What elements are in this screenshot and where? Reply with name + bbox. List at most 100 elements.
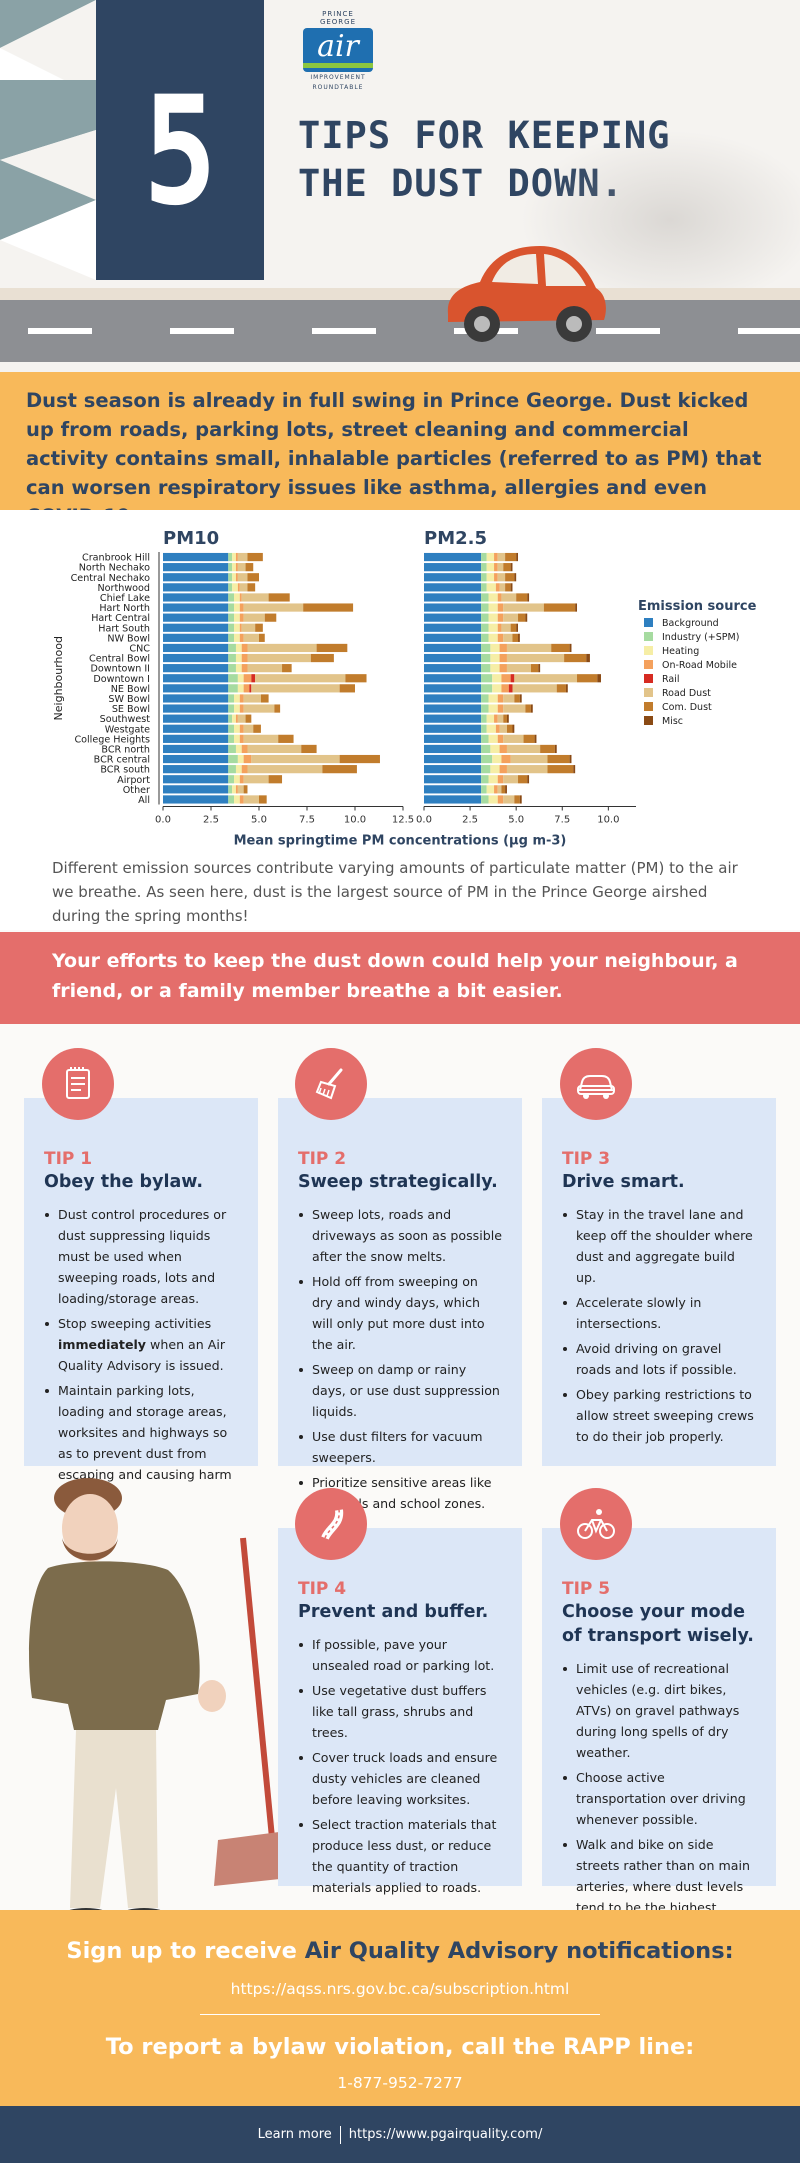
bar-segment: [264, 613, 277, 622]
bar-segment: [163, 653, 229, 663]
signup-highlight: Air Quality Advisory notifications:: [304, 1938, 734, 1964]
bar-segment: [512, 724, 515, 733]
bar-segment: [573, 765, 576, 774]
bar-segment: [501, 674, 511, 683]
bar-segment: [556, 684, 566, 693]
bar-segment: [501, 623, 511, 632]
tip-item: Select traction materials that produce l…: [298, 1814, 502, 1898]
bar-segment: [492, 674, 502, 683]
bar-segment: [424, 734, 482, 743]
bar-segment: [505, 785, 507, 794]
headline-line-2: THE DUST DOWN.: [298, 162, 624, 205]
bar-segment: [516, 623, 519, 632]
bar-segment: [530, 704, 533, 713]
bar-segment: [163, 664, 229, 673]
bar-segment: [506, 714, 509, 723]
bar-segment: [241, 664, 248, 673]
tip-list: Dust control procedures or dust suppress…: [44, 1204, 238, 1506]
bar-segment: [488, 694, 498, 703]
tip-item-text: when an Air Quality Advisory is issued.: [58, 1337, 226, 1373]
bar-segment: [494, 573, 498, 582]
tip-item: Stop sweeping activities immediately whe…: [44, 1313, 238, 1376]
notepad-icon: [42, 1048, 114, 1120]
tip-number: TIP 4: [298, 1579, 347, 1599]
air-improvement-logo[interactable]: PRINCE GEORGE air IMPROVEMENT ROUNDTABLE: [303, 10, 373, 92]
bar-segment: [228, 573, 233, 582]
bar-segment: [228, 664, 236, 673]
bar-segment: [490, 643, 500, 653]
bar-segment: [163, 765, 229, 774]
bar-segment: [424, 593, 482, 602]
tip-title: Sweep strategically.: [298, 1172, 498, 1192]
tip-title: Drive smart.: [562, 1172, 685, 1192]
bar-segment: [518, 613, 526, 622]
bar-segment: [239, 724, 244, 733]
bar-segment: [228, 795, 235, 804]
bar-segment: [499, 653, 507, 663]
bar-segment: [424, 785, 482, 794]
legend-label: Industry (+SPM): [662, 632, 739, 643]
bar-segment: [235, 785, 238, 794]
bar-segment: [339, 684, 355, 693]
bar-segment: [247, 653, 311, 663]
bar-segment: [497, 623, 502, 632]
bar-segment: [503, 714, 507, 723]
bar-segment: [486, 785, 495, 794]
logo-sub-2: ROUNDTABLE: [312, 84, 364, 91]
bar-segment: [163, 563, 229, 572]
road-dash: [738, 328, 800, 334]
bar-segment: [514, 694, 520, 703]
bar-segment: [241, 643, 248, 653]
bar-segment: [243, 704, 275, 713]
bar-segment: [486, 714, 495, 723]
bar-segment: [228, 754, 238, 764]
category-label: Chief Lake: [100, 593, 150, 604]
bar-segment: [243, 724, 254, 733]
bar-segment: [490, 653, 500, 663]
tip-list: Limit use of recreational vehicles (e.g.…: [562, 1658, 756, 1918]
bar-segment: [278, 734, 294, 743]
bar-segment: [503, 795, 515, 804]
bar-segment: [228, 653, 236, 663]
bar-segment: [268, 775, 283, 784]
signup-link[interactable]: https://aqss.nrs.gov.bc.ca/subscription.…: [230, 1980, 570, 1998]
tip-item: Avoid driving on gravel roads and lots i…: [562, 1338, 756, 1380]
legend-swatch: [644, 632, 653, 641]
bar-segment: [424, 775, 482, 784]
category-label: SW Bowl: [108, 694, 150, 705]
bar-segment: [424, 694, 482, 703]
bar-segment: [514, 674, 578, 683]
bar-segment: [232, 563, 236, 572]
bar-segment: [163, 744, 229, 754]
bar-segment: [486, 583, 496, 592]
tip-number: TIP 5: [562, 1579, 611, 1599]
bar-segment: [228, 613, 235, 622]
rapp-phone-number[interactable]: 1-877-952-7277: [337, 2074, 463, 2092]
bar-segment: [506, 653, 565, 663]
bar-segment: [237, 674, 244, 683]
bar-segment: [251, 684, 340, 693]
bar-segment: [232, 785, 236, 794]
tip-list: If possible, pave your unsealed road or …: [298, 1634, 502, 1898]
bar-segment: [586, 653, 590, 663]
bar-segment: [497, 603, 504, 612]
bar-segment: [481, 583, 487, 592]
bar-segment: [481, 775, 489, 784]
bar-segment: [260, 694, 269, 703]
bar-segment: [503, 704, 526, 713]
bar-segment: [234, 724, 240, 733]
bar-segment: [234, 633, 240, 642]
bar-segment: [228, 785, 233, 794]
website-link[interactable]: https://www.pgairquality.com/: [348, 2127, 543, 2142]
bar-segment: [163, 613, 229, 622]
category-label: Westgate: [105, 724, 150, 735]
bar-segment: [163, 603, 229, 612]
x-axis-label: Mean springtime PM concentrations (μg m-…: [234, 834, 567, 849]
legend-swatch: [644, 716, 653, 725]
bar-segment: [228, 552, 233, 562]
red-car-icon: [447, 246, 606, 342]
tip-item: Walk and bike on side streets rather tha…: [562, 1834, 756, 1918]
bar-segment: [492, 684, 502, 693]
bar-segment: [228, 734, 235, 743]
